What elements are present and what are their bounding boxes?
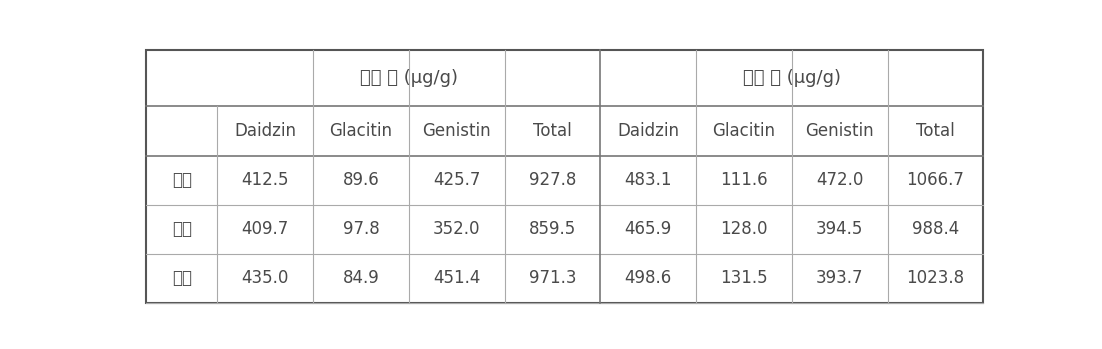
Text: 황태: 황태: [172, 220, 192, 238]
Text: 393.7: 393.7: [815, 269, 864, 287]
Text: Genistin: Genistin: [422, 122, 491, 140]
Text: 859.5: 859.5: [529, 220, 576, 238]
Text: 412.5: 412.5: [241, 171, 289, 190]
Text: 흔태: 흔태: [172, 171, 192, 190]
Text: Total: Total: [916, 122, 954, 140]
Text: 131.5: 131.5: [720, 269, 768, 287]
Text: 97.8: 97.8: [343, 220, 379, 238]
Text: 발아 전 (μg/g): 발아 전 (μg/g): [360, 69, 458, 87]
Text: 465.9: 465.9: [625, 220, 672, 238]
Text: 1023.8: 1023.8: [906, 269, 964, 287]
Text: 84.9: 84.9: [343, 269, 379, 287]
Text: 128.0: 128.0: [721, 220, 768, 238]
Text: Genistin: Genistin: [806, 122, 874, 140]
Text: 발아 후 (μg/g): 발아 후 (μg/g): [743, 69, 841, 87]
Text: 백태: 백태: [172, 269, 192, 287]
Text: 435.0: 435.0: [241, 269, 289, 287]
Text: Daidzin: Daidzin: [617, 122, 679, 140]
Text: 498.6: 498.6: [625, 269, 672, 287]
Text: 483.1: 483.1: [625, 171, 672, 190]
Text: 1066.7: 1066.7: [907, 171, 964, 190]
Text: Total: Total: [533, 122, 572, 140]
Text: 927.8: 927.8: [529, 171, 576, 190]
Text: 89.6: 89.6: [343, 171, 379, 190]
Text: 409.7: 409.7: [241, 220, 289, 238]
Text: 352.0: 352.0: [433, 220, 480, 238]
Text: Glacitin: Glacitin: [712, 122, 776, 140]
Text: 971.3: 971.3: [529, 269, 576, 287]
Text: 111.6: 111.6: [720, 171, 768, 190]
Text: Daidzin: Daidzin: [235, 122, 296, 140]
Text: 988.4: 988.4: [911, 220, 959, 238]
Text: 394.5: 394.5: [815, 220, 863, 238]
Text: Glacitin: Glacitin: [329, 122, 392, 140]
Text: 425.7: 425.7: [433, 171, 480, 190]
Text: 451.4: 451.4: [433, 269, 480, 287]
Text: 472.0: 472.0: [815, 171, 863, 190]
